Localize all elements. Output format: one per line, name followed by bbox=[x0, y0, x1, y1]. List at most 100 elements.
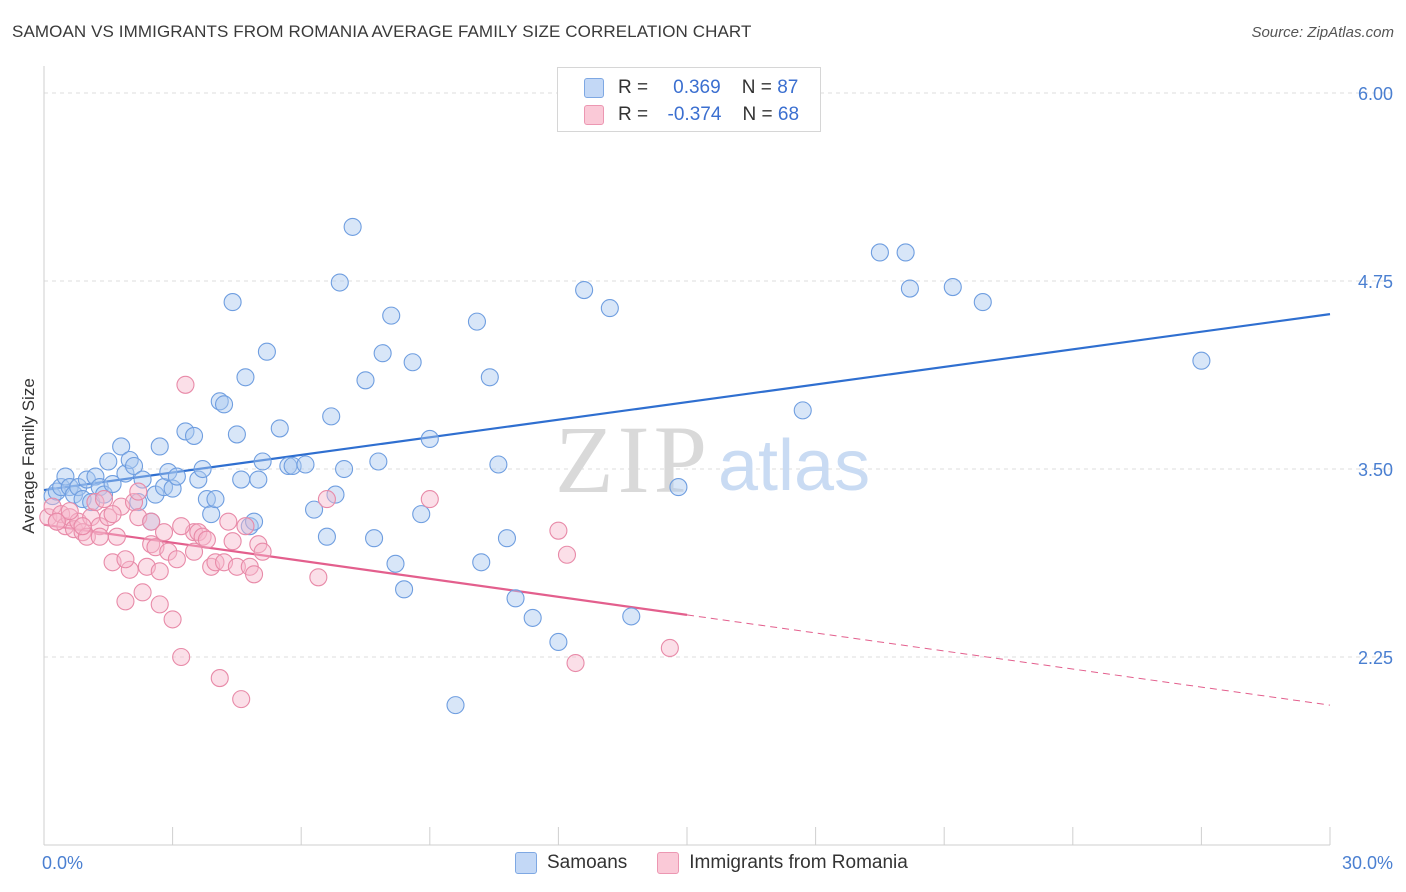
y-tick-label: 4.75 bbox=[1358, 272, 1393, 292]
samoan-point bbox=[86, 467, 105, 486]
data-points bbox=[39, 217, 1211, 715]
samoan-point bbox=[249, 470, 268, 489]
romania-point bbox=[47, 512, 66, 531]
romania-point bbox=[129, 482, 148, 501]
y-axis-label: Average Family Size bbox=[19, 378, 38, 534]
samoan-point bbox=[973, 293, 992, 312]
samoan-point bbox=[129, 493, 148, 512]
romania-point bbox=[232, 690, 251, 709]
romania-point bbox=[116, 550, 135, 569]
samoan-point bbox=[365, 529, 384, 548]
samoan-point bbox=[382, 306, 401, 325]
samoan-trend-line bbox=[43, 313, 1331, 492]
legend-label-samoans: Samoans bbox=[547, 852, 628, 873]
romania-point bbox=[107, 527, 126, 546]
legend-r-label: R = bbox=[618, 77, 649, 98]
chart-title: SAMOAN VS IMMIGRANTS FROM ROMANIA AVERAG… bbox=[12, 22, 752, 41]
legend-r-value: 0.369 bbox=[673, 77, 721, 98]
axes bbox=[43, 66, 1331, 846]
samoan-point bbox=[412, 505, 431, 524]
samoan-point bbox=[1192, 351, 1211, 370]
samoan-point bbox=[103, 475, 122, 494]
samoan-point bbox=[622, 607, 641, 626]
samoan-point bbox=[523, 608, 542, 627]
samoan-point bbox=[150, 437, 169, 456]
legend-item-romania: Immigrants from Romania bbox=[657, 852, 908, 874]
y-tick-label: 2.25 bbox=[1358, 648, 1393, 668]
samoan-point bbox=[270, 419, 289, 438]
y-tick-labels: 2.25 3.50 4.75 6.00 bbox=[1358, 84, 1393, 668]
romania-point bbox=[244, 565, 264, 584]
samoan-point bbox=[317, 527, 336, 546]
samoan-point bbox=[244, 512, 264, 531]
samoan-point bbox=[497, 529, 517, 548]
samoan-point bbox=[489, 455, 508, 474]
series-legend: Samoans Immigrants from Romania bbox=[515, 852, 938, 874]
legend-n-label: N = bbox=[741, 77, 772, 98]
samoan-point bbox=[206, 490, 225, 509]
watermark-atlas: atlas bbox=[718, 426, 870, 506]
romania-point bbox=[163, 610, 182, 629]
y-tick-label: 6.00 bbox=[1358, 84, 1393, 104]
samoan-point bbox=[896, 243, 915, 262]
samoan-point bbox=[575, 281, 594, 300]
samoan-point bbox=[223, 293, 242, 312]
romania-point bbox=[77, 527, 96, 546]
romania-point bbox=[223, 532, 242, 551]
romania-point bbox=[184, 542, 204, 561]
samoan-point bbox=[236, 368, 255, 387]
romania-point bbox=[60, 502, 79, 521]
samoan-point bbox=[395, 580, 414, 599]
romania-point bbox=[172, 647, 191, 667]
samoan-point bbox=[124, 456, 144, 476]
samoan-point bbox=[356, 371, 375, 390]
romania-point bbox=[549, 521, 568, 540]
romania-point bbox=[116, 592, 135, 611]
samoan-point bbox=[600, 299, 619, 318]
samoan-point bbox=[793, 401, 812, 420]
samoan-point bbox=[330, 273, 349, 292]
samoan-point bbox=[480, 368, 499, 387]
legend-n-value: 68 bbox=[777, 104, 800, 125]
romania-point bbox=[120, 560, 139, 579]
romania-point bbox=[167, 550, 186, 569]
romania-point bbox=[557, 545, 577, 564]
samoan-point bbox=[420, 429, 439, 448]
romania-point bbox=[124, 493, 144, 512]
samoan-point bbox=[56, 467, 75, 486]
romania-point bbox=[73, 517, 92, 536]
legend-swatch-samoans bbox=[515, 852, 537, 874]
samoan-point bbox=[133, 470, 152, 489]
samoan-point bbox=[386, 554, 405, 573]
samoan-point bbox=[943, 277, 962, 297]
samoan-point bbox=[335, 459, 354, 479]
samoan-point bbox=[305, 500, 324, 519]
romania-trend-extension bbox=[686, 614, 1331, 706]
samoan-point bbox=[369, 452, 388, 471]
romania-point bbox=[90, 527, 109, 546]
samoan-point bbox=[403, 353, 422, 372]
samoan-point bbox=[373, 344, 392, 363]
romania-point bbox=[94, 490, 114, 509]
romania-point bbox=[219, 512, 238, 531]
legend-swatch-samoans bbox=[584, 78, 604, 98]
romania-point bbox=[197, 530, 216, 549]
samoan-point bbox=[467, 312, 487, 331]
legend-swatch-romania bbox=[584, 105, 604, 125]
romania-point bbox=[176, 375, 195, 394]
samoan-point bbox=[167, 467, 186, 486]
legend-r-value: -0.374 bbox=[667, 104, 722, 125]
legend-row-romania: R = -0.374 N = 68 bbox=[584, 103, 799, 127]
legend-label-romania: Immigrants from Romania bbox=[689, 852, 908, 873]
samoan-point bbox=[193, 459, 212, 479]
romania-point bbox=[236, 517, 255, 536]
samoan-point bbox=[176, 422, 195, 441]
samoan-point bbox=[253, 452, 272, 471]
samoan-point bbox=[900, 279, 919, 298]
legend-n-value: 87 bbox=[777, 77, 799, 98]
samoan-point bbox=[446, 696, 465, 715]
samoan-point bbox=[202, 505, 221, 524]
romania-point bbox=[566, 653, 585, 673]
romania-point bbox=[150, 562, 169, 581]
samoan-point bbox=[322, 407, 341, 426]
